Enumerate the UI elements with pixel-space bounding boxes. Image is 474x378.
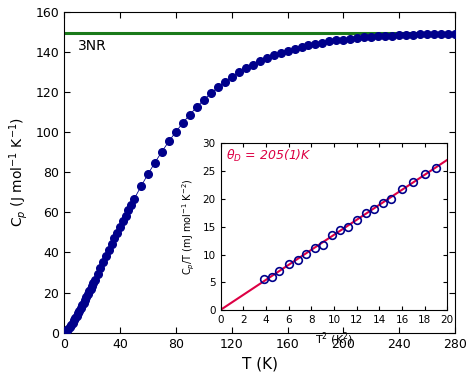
X-axis label: T (K): T (K) (242, 356, 278, 371)
Text: 3NR: 3NR (78, 39, 107, 53)
Y-axis label: C$_p$ (J mol$^{-1}$ K$^{-1}$): C$_p$ (J mol$^{-1}$ K$^{-1}$) (7, 117, 30, 227)
